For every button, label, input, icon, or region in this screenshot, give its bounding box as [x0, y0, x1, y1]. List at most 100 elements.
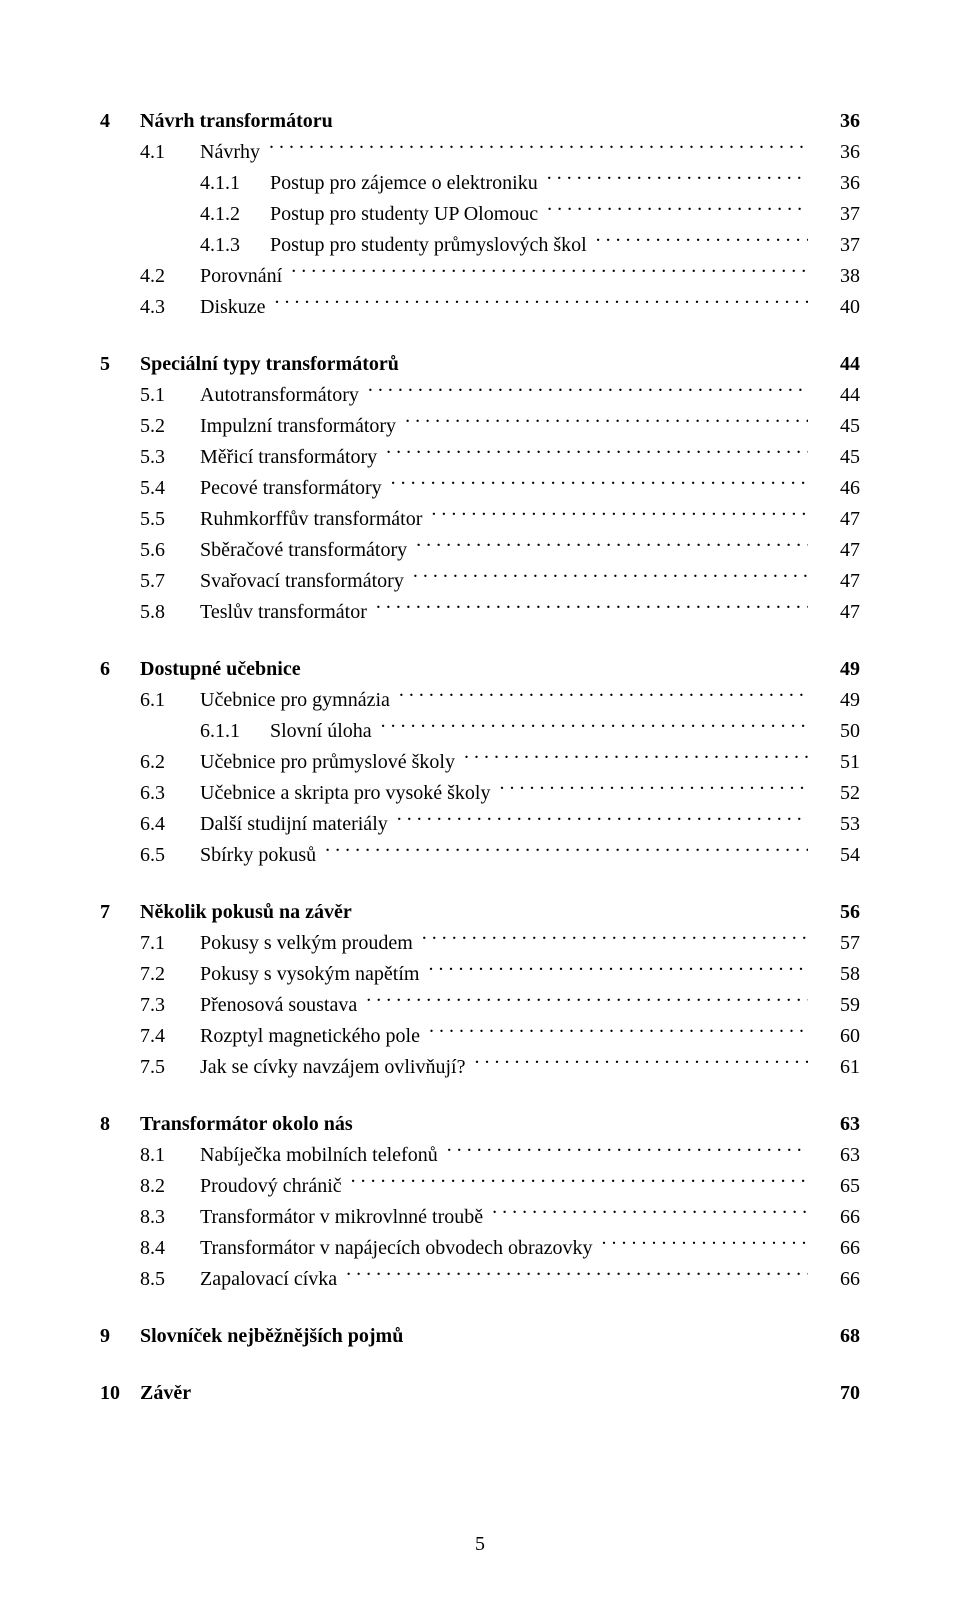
toc-section-number: 5.8 — [100, 597, 200, 628]
toc-chapter-header: 6Dostupné učebnice49 — [100, 654, 860, 685]
toc-leader-dots — [275, 293, 808, 313]
toc-chapter-title: Transformátor okolo nás — [140, 1109, 828, 1140]
toc-chapter-page: 49 — [840, 654, 860, 685]
toc-section-page: 47 — [824, 597, 860, 628]
toc-section-number: 6.5 — [100, 840, 200, 871]
toc-section-page: 66 — [824, 1233, 860, 1264]
toc-section-page: 58 — [824, 959, 860, 990]
toc-section-title: Přenosová soustava — [200, 990, 362, 1021]
toc-section-row: 8.4Transformátor v napájecích obvodech o… — [100, 1233, 860, 1264]
toc-subsection-title: Postup pro zájemce o elektroniku — [270, 168, 543, 199]
toc-section-row: 6.5Sbírky pokusů 54 — [100, 840, 860, 871]
toc-section-title: Pokusy s vysokým napětím — [200, 959, 424, 990]
toc-subsection-page: 50 — [824, 716, 860, 747]
toc-section-page: 57 — [824, 928, 860, 959]
toc-section-number: 4.2 — [100, 261, 200, 292]
toc-section-title: Impulzní transformátory — [200, 411, 401, 442]
toc-section-page: 47 — [824, 504, 860, 535]
toc-leader-dots — [492, 1203, 808, 1223]
toc-chapter-page: 44 — [840, 349, 860, 380]
toc-section-row: 5.8Teslův transformátor 47 — [100, 597, 860, 628]
toc-subsection-title: Postup pro studenty UP Olomouc — [270, 199, 543, 230]
toc-leader-dots — [346, 1265, 808, 1285]
toc-subsection-page: 36 — [824, 168, 860, 199]
toc-leader-dots — [269, 138, 808, 158]
toc-section-number: 8.4 — [100, 1233, 200, 1264]
toc-leader-dots — [405, 412, 808, 432]
toc-section-title: Diskuze — [200, 292, 271, 323]
toc-section-title: Svařovací transformátory — [200, 566, 409, 597]
toc-section-row: 5.5Ruhmkorffův transformátor 47 — [100, 504, 860, 535]
toc-subsection-row: 4.1.2Postup pro studenty UP Olomouc 37 — [100, 199, 860, 230]
toc-section-page: 47 — [824, 566, 860, 597]
toc-leader-dots — [474, 1053, 808, 1073]
toc-leader-dots — [422, 929, 808, 949]
toc-section-number: 7.2 — [100, 959, 200, 990]
toc-section-row: 5.1Autotransformátory 44 — [100, 380, 860, 411]
toc-leader-dots — [351, 1172, 808, 1192]
toc-leader-dots — [547, 200, 808, 220]
toc-section-number: 7.5 — [100, 1052, 200, 1083]
toc-chapter-header: 10Závěr70 — [100, 1378, 860, 1409]
toc-section-page: 63 — [824, 1140, 860, 1171]
toc-chapter-title: Dostupné učebnice — [140, 654, 828, 685]
toc-section-page: 49 — [824, 685, 860, 716]
toc-chapter-page: 36 — [840, 106, 860, 137]
toc-chapter: 5Speciální typy transformátorů445.1Autot… — [100, 349, 860, 628]
toc-chapter-header: 9Slovníček nejběžnějších pojmů68 — [100, 1321, 860, 1352]
toc-leader-dots — [596, 231, 808, 251]
toc-leader-dots — [397, 810, 808, 830]
table-of-contents: 4Návrh transformátoru364.1Návrhy 364.1.1… — [100, 106, 860, 1409]
toc-subsection-number: 4.1.3 — [100, 230, 270, 261]
toc-chapter-page: 63 — [840, 1109, 860, 1140]
toc-section-page: 46 — [824, 473, 860, 504]
toc-section-number: 8.5 — [100, 1264, 200, 1295]
toc-section-row: 6.4Další studijní materiály 53 — [100, 809, 860, 840]
toc-section-number: 4.3 — [100, 292, 200, 323]
toc-section-row: 4.1Návrhy 36 — [100, 137, 860, 168]
toc-section-row: 7.1Pokusy s velkým proudem 57 — [100, 928, 860, 959]
toc-section-page: 54 — [824, 840, 860, 871]
toc-chapter-title: Slovníček nejběžnějších pojmů — [140, 1321, 828, 1352]
toc-section-title: Proudový chránič — [200, 1171, 347, 1202]
toc-section-row: 7.3Přenosová soustava 59 — [100, 990, 860, 1021]
toc-chapter: 4Návrh transformátoru364.1Návrhy 364.1.1… — [100, 106, 860, 323]
toc-subsection-row: 4.1.1Postup pro zájemce o elektroniku 36 — [100, 168, 860, 199]
toc-section-number: 8.2 — [100, 1171, 200, 1202]
toc-section-title: Pokusy s velkým proudem — [200, 928, 418, 959]
toc-chapter-page: 68 — [840, 1321, 860, 1352]
toc-section-title: Učebnice pro průmyslové školy — [200, 747, 460, 778]
toc-section-row: 7.4Rozptyl magnetického pole 60 — [100, 1021, 860, 1052]
toc-chapter: 8Transformátor okolo nás638.1Nabíječka m… — [100, 1109, 860, 1295]
toc-leader-dots — [499, 779, 808, 799]
toc-chapter: 7Několik pokusů na závěr567.1Pokusy s ve… — [100, 897, 860, 1083]
toc-chapter-title: Speciální typy transformátorů — [140, 349, 828, 380]
toc-section-title: Ruhmkorffův transformátor — [200, 504, 427, 535]
toc-leader-dots — [366, 991, 808, 1011]
toc-section-row: 5.7Svařovací transformátory 47 — [100, 566, 860, 597]
toc-section-page: 60 — [824, 1021, 860, 1052]
toc-leader-dots — [447, 1141, 808, 1161]
toc-section-number: 8.3 — [100, 1202, 200, 1233]
toc-leader-dots — [431, 505, 808, 525]
toc-subsection-title: Slovní úloha — [270, 716, 377, 747]
toc-leader-dots — [428, 960, 808, 980]
toc-leader-dots — [291, 262, 808, 282]
toc-section-title: Pecové transformátory — [200, 473, 387, 504]
toc-chapter: 9Slovníček nejběžnějších pojmů68 — [100, 1321, 860, 1352]
toc-chapter-title: Několik pokusů na závěr — [140, 897, 828, 928]
toc-leader-dots — [464, 748, 808, 768]
toc-section-number: 5.4 — [100, 473, 200, 504]
toc-section-page: 47 — [824, 535, 860, 566]
toc-leader-dots — [413, 567, 808, 587]
toc-subsection-page: 37 — [824, 199, 860, 230]
toc-section-title: Učebnice pro gymnázia — [200, 685, 395, 716]
toc-section-number: 7.1 — [100, 928, 200, 959]
toc-section-row: 5.6Sběračové transformátory 47 — [100, 535, 860, 566]
toc-section-title: Transformátor v mikrovlnné troubě — [200, 1202, 488, 1233]
toc-chapter: 6Dostupné učebnice496.1Učebnice pro gymn… — [100, 654, 860, 871]
toc-section-number: 5.6 — [100, 535, 200, 566]
toc-section-page: 38 — [824, 261, 860, 292]
toc-section-row: 4.3Diskuze 40 — [100, 292, 860, 323]
toc-section-title: Teslův transformátor — [200, 597, 372, 628]
